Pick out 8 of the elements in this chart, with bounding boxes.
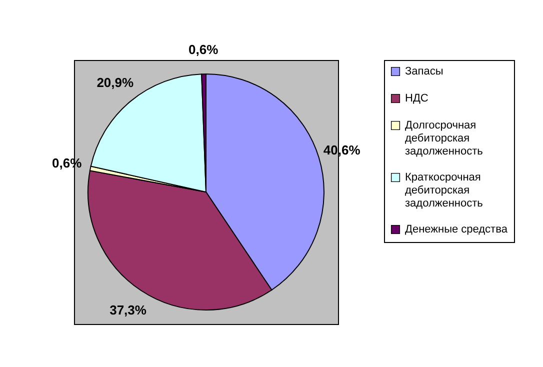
legend-label: Запасы — [405, 66, 444, 78]
legend-label: Краткосрочная дебиторская задолженность — [405, 172, 484, 210]
data-label: 20,9% — [96, 74, 134, 90]
legend-label: НДС — [405, 92, 428, 104]
data-label: 37,3% — [110, 302, 147, 318]
data-label: 0,6% — [188, 42, 219, 58]
legend-label: Денежные средства — [405, 224, 508, 236]
legend-label: Долгосрочная дебиторская задолженность — [405, 120, 484, 158]
